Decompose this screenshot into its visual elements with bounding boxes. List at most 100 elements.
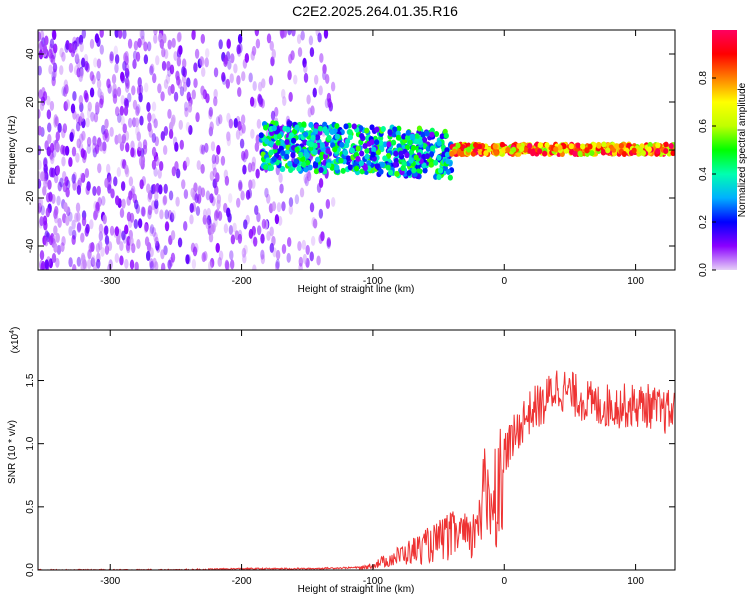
spectrogram-cell <box>165 73 171 84</box>
spectrogram-cell <box>293 74 298 85</box>
spectrogram-cell <box>338 157 344 164</box>
spectrogram-cell <box>444 151 451 158</box>
spectrogram-cell <box>149 65 154 76</box>
spectrogram-cell <box>387 129 393 136</box>
spectrogram-cell <box>413 154 419 161</box>
spectrogram-cell <box>318 208 324 219</box>
spectrogram-cell <box>359 150 365 157</box>
spectrogram-cell <box>164 209 169 220</box>
spectrogram-cell <box>364 147 370 154</box>
spectrogram-cell <box>332 146 338 153</box>
spectrogram-cell <box>194 48 200 59</box>
spectrogram-cell <box>281 88 286 99</box>
spectrogram-cell <box>437 167 444 174</box>
spectrogram-cell <box>209 193 214 204</box>
spectrogram-cell <box>38 197 44 208</box>
spectrogram-cell <box>226 207 231 218</box>
spectrogram-cell <box>185 254 190 265</box>
spectrogram-cell <box>183 101 189 112</box>
spectrogram-cell <box>307 107 312 118</box>
spectrogram-cell <box>421 136 428 143</box>
spectrogram-cell <box>101 124 106 135</box>
spectrogram-cell <box>146 41 152 52</box>
spectrogram-cell <box>169 212 175 223</box>
spectrogram-cell <box>260 254 266 265</box>
spectrogram-cell <box>255 134 260 145</box>
spectrogram-cell <box>168 129 174 140</box>
spectrogram-cell <box>124 224 129 235</box>
spectrogram-cell <box>153 261 159 270</box>
spectrogram-cell <box>421 162 427 169</box>
spectrogram-cell <box>230 234 236 245</box>
spectrogram-cell <box>147 192 152 203</box>
spectrogram-cell <box>294 146 300 153</box>
spectrogram-cell <box>293 158 299 165</box>
spectrogram-cell <box>374 163 380 170</box>
spectrogram-cell <box>61 156 66 167</box>
spectrogram-cell <box>125 79 130 90</box>
spectrogram-cell <box>179 86 185 97</box>
spectrogram-cell <box>65 179 71 190</box>
spectrogram-cell <box>38 171 42 182</box>
spectrogram-cell <box>113 88 118 99</box>
spectrogram-cell <box>40 205 45 216</box>
spectrogram-cell <box>344 138 351 145</box>
spectrogram-cell <box>445 158 451 165</box>
spectrogram-cell <box>96 185 101 196</box>
spectrogram-cell <box>160 249 165 260</box>
spectrogram-cell <box>102 214 107 225</box>
spectrogram-cell <box>141 206 146 217</box>
spectrogram-cell <box>260 233 265 244</box>
spectrogram-cell <box>187 102 193 113</box>
spectrogram-cell <box>45 207 51 218</box>
spectrogram-cell <box>79 133 84 144</box>
spectrogram-cell <box>208 260 213 270</box>
spectrogram-cell <box>153 33 158 44</box>
spectrogram-cell <box>492 143 498 150</box>
spectrogram-cell <box>580 143 586 150</box>
spectrogram-cell <box>54 116 60 127</box>
spectrogram-cell <box>175 168 181 179</box>
spectrogram-cell <box>407 139 413 146</box>
spectrogram-cell <box>326 237 331 248</box>
spectrogram-cell <box>138 84 144 95</box>
spectrogram-cell <box>655 142 661 149</box>
spectrogram-cell <box>96 70 101 81</box>
spectrogram-cell <box>279 166 285 173</box>
spectrogram-cell <box>162 195 167 206</box>
spectrogram-x-tick-label: 0 <box>501 276 507 287</box>
spectrogram-cell <box>359 133 365 140</box>
spectrogram-cell <box>325 148 331 155</box>
snr-y-tick-label: 1.5 <box>25 373 36 387</box>
colorbar-tick-label: 0.4 <box>698 167 709 181</box>
spectrogram-cell <box>204 142 209 153</box>
spectrogram-cell <box>303 166 309 173</box>
spectrogram-cell <box>433 159 439 166</box>
spectrogram-cell <box>330 81 336 92</box>
snr-x-tick-label: -100 <box>363 576 383 587</box>
spectrogram-cell <box>429 131 435 138</box>
spectrogram-cell <box>137 141 143 152</box>
spectrogram-cell <box>349 147 356 154</box>
spectrogram-cell <box>160 262 166 270</box>
spectrogram-cell <box>44 259 49 270</box>
spectrogram-cell <box>213 88 218 99</box>
spectrogram-cell <box>345 155 351 162</box>
spectrogram-cell <box>252 80 257 91</box>
spectrogram-cell <box>182 67 187 78</box>
spectrogram-cell <box>240 114 246 125</box>
spectrogram-cell <box>63 202 68 213</box>
spectrogram-cell <box>224 175 230 186</box>
spectrogram-cell <box>309 202 315 213</box>
spectrogram-cell <box>170 230 176 241</box>
spectrogram-cell <box>153 166 158 177</box>
snr-y-multiplier-close: ) <box>10 327 21 330</box>
spectrogram-cell <box>177 78 183 89</box>
spectrogram-cell <box>174 141 179 152</box>
spectrogram-cell <box>317 32 322 43</box>
spectrogram-cell <box>143 54 149 65</box>
spectrogram-cell <box>38 31 41 42</box>
spectrogram-cell <box>258 132 264 139</box>
figure-title: C2E2.2025.264.01.35.R16 <box>292 3 458 19</box>
